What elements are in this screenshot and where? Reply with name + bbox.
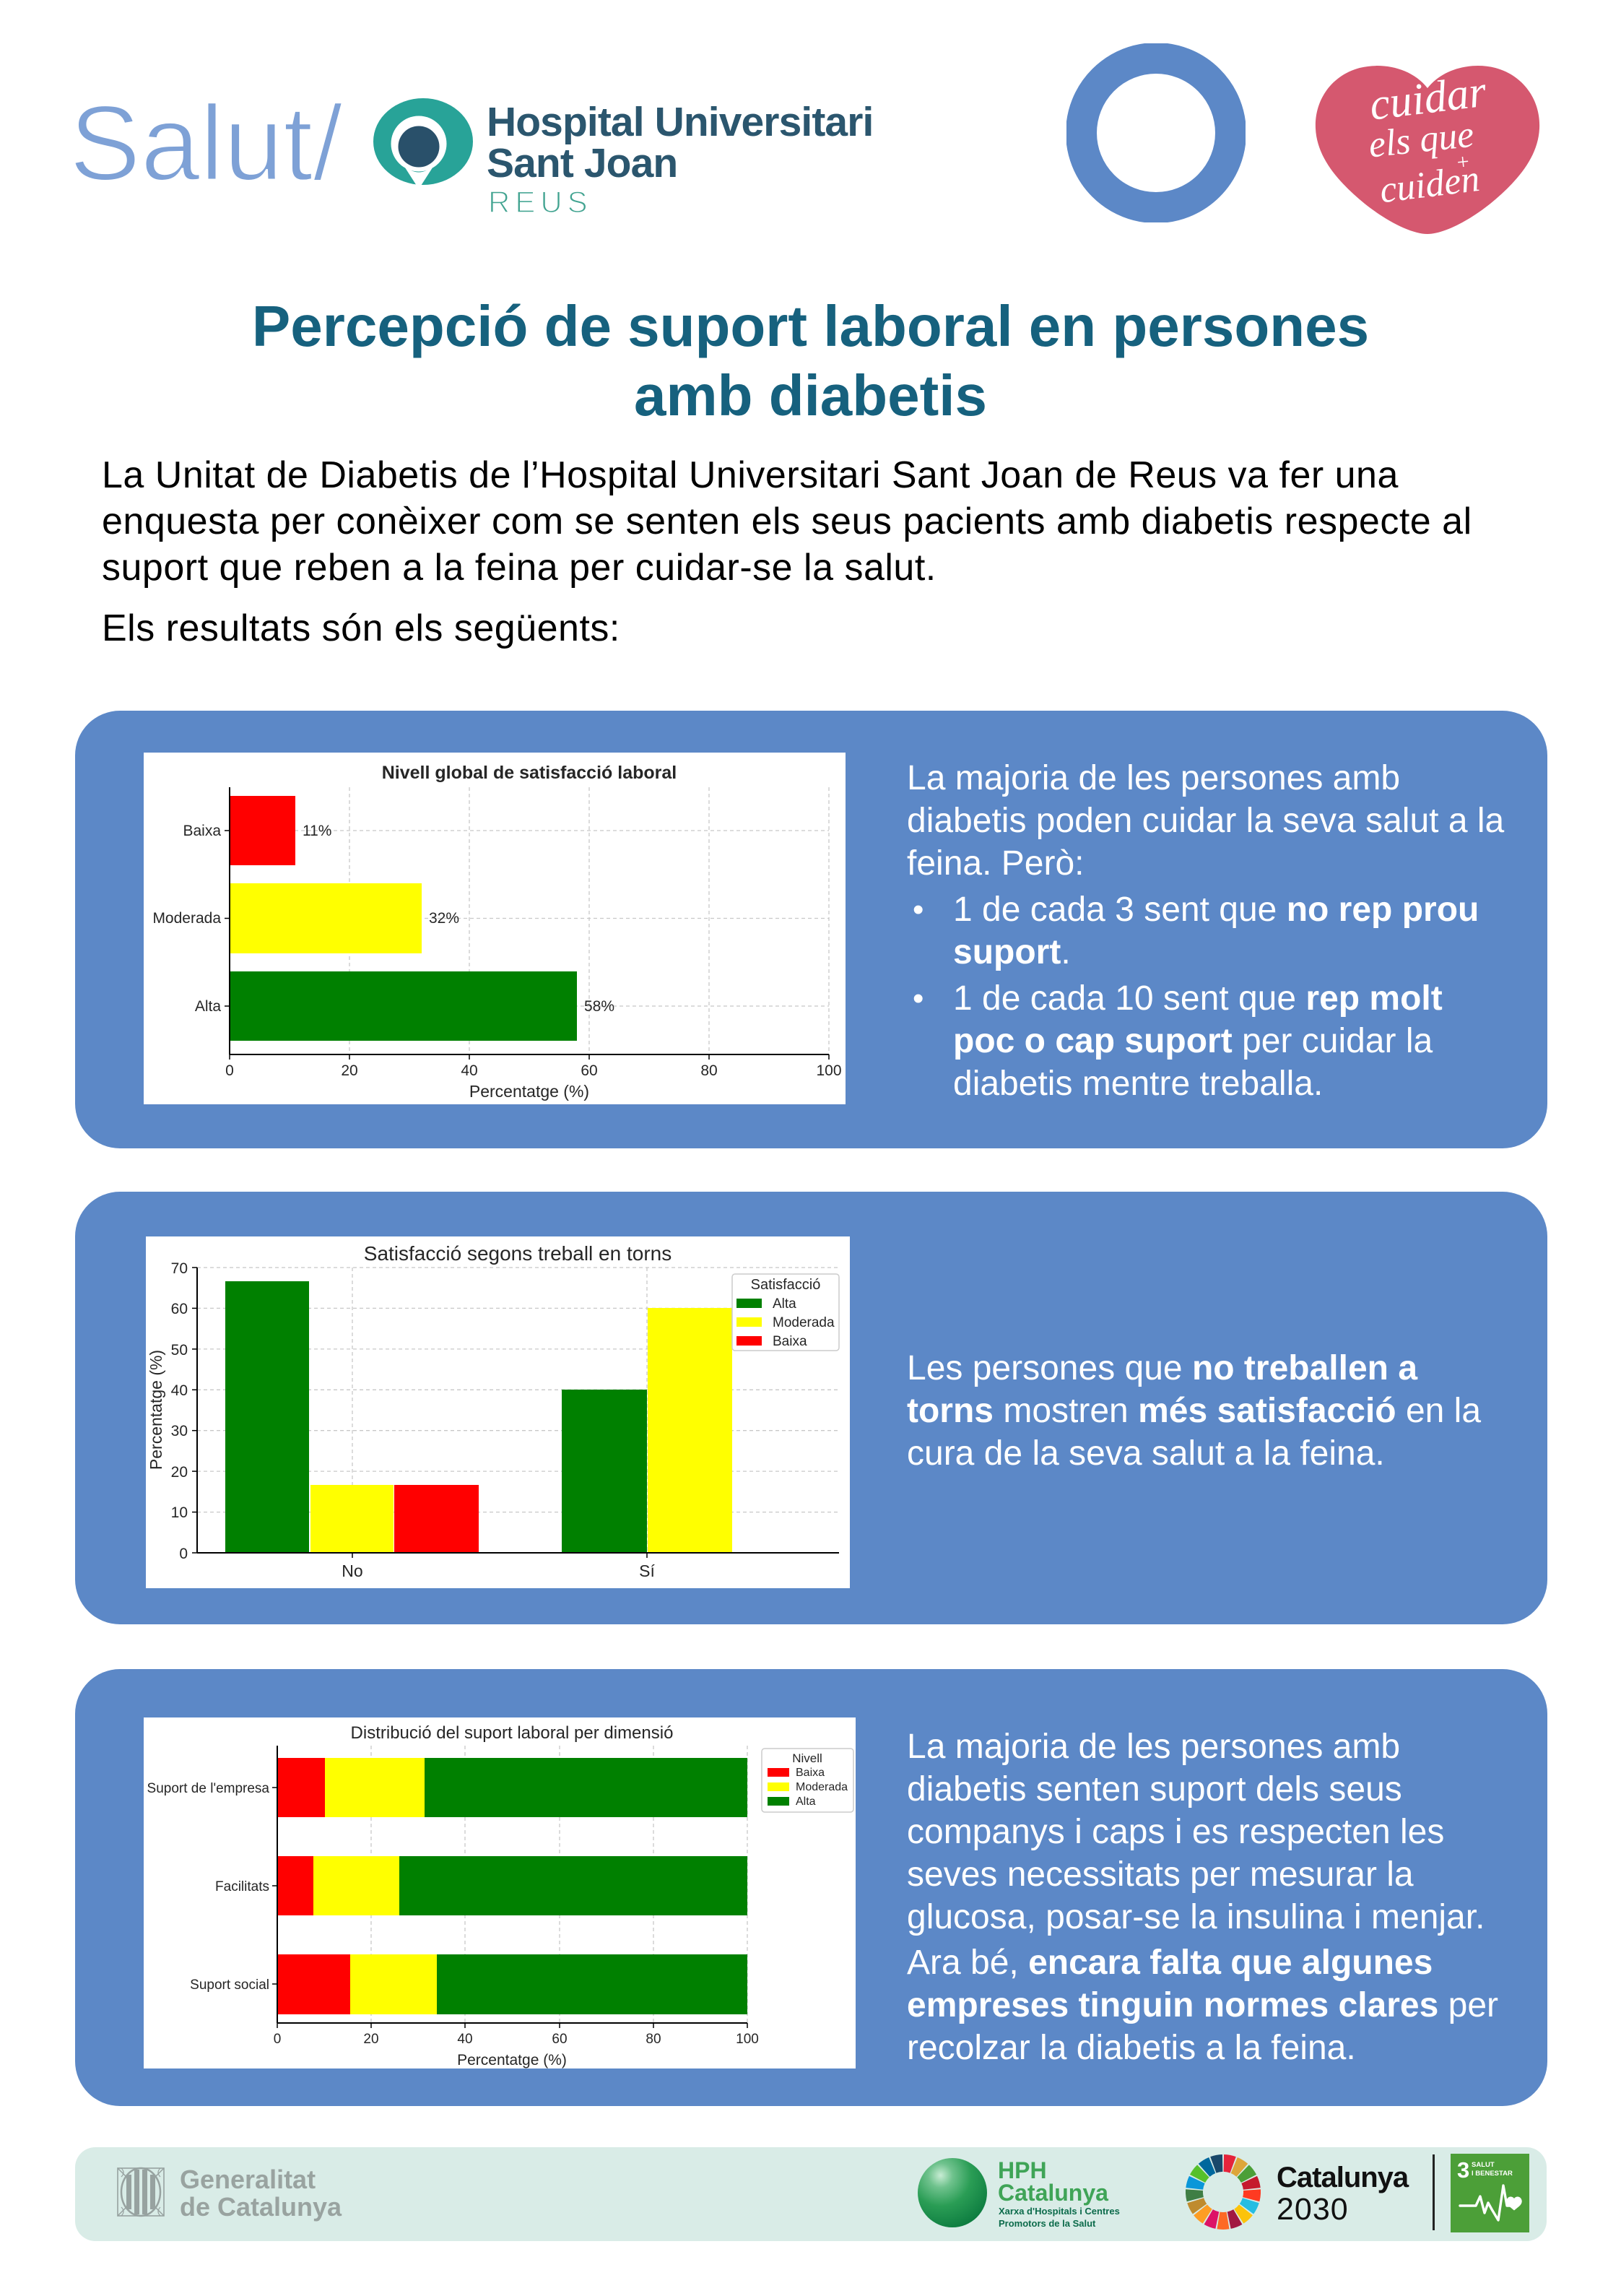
svg-text:Alta: Alta bbox=[773, 1296, 796, 1312]
svg-text:20: 20 bbox=[363, 2032, 378, 2047]
svg-text:SALUT: SALUT bbox=[1472, 2161, 1495, 2169]
svg-text:0: 0 bbox=[274, 2032, 282, 2047]
svg-text:32%: 32% bbox=[429, 910, 459, 927]
svg-text:80: 80 bbox=[646, 2032, 661, 2047]
svg-text:10: 10 bbox=[171, 1504, 188, 1521]
svg-text:Percentatge (%): Percentatge (%) bbox=[469, 1082, 589, 1101]
svg-text:60: 60 bbox=[552, 2032, 567, 2047]
svg-text:58%: 58% bbox=[584, 998, 614, 1015]
svg-text:Alta: Alta bbox=[195, 998, 222, 1015]
svg-text:Satisfacció segons treball en: Satisfacció segons treball en torns bbox=[364, 1242, 672, 1265]
svg-text:Nivell: Nivell bbox=[792, 1751, 822, 1765]
svg-text:Moderada: Moderada bbox=[773, 1315, 835, 1330]
svg-text:40: 40 bbox=[461, 1062, 477, 1079]
svg-text:Suport de l'empresa: Suport de l'empresa bbox=[147, 1781, 270, 1796]
svg-text:100: 100 bbox=[736, 2032, 759, 2047]
svg-text:40: 40 bbox=[457, 2032, 472, 2047]
svg-text:Moderada: Moderada bbox=[796, 1781, 848, 1793]
svg-text:Facilitats: Facilitats bbox=[215, 1879, 269, 1894]
svg-text:80: 80 bbox=[700, 1062, 717, 1079]
svg-text:20: 20 bbox=[171, 1464, 188, 1481]
svg-text:0: 0 bbox=[225, 1062, 234, 1079]
svg-text:40: 40 bbox=[171, 1382, 188, 1399]
svg-text:Baixa: Baixa bbox=[796, 1767, 825, 1779]
svg-text:No: No bbox=[342, 1561, 362, 1580]
svg-text:I BENESTAR: I BENESTAR bbox=[1472, 2170, 1513, 2178]
svg-text:Sí: Sí bbox=[639, 1561, 655, 1580]
svg-text:30: 30 bbox=[171, 1423, 188, 1439]
svg-text:Moderada: Moderada bbox=[152, 910, 221, 927]
svg-text:Suport social: Suport social bbox=[190, 1977, 269, 1993]
svg-text:+: + bbox=[1454, 150, 1472, 175]
svg-text:Percentatge (%): Percentatge (%) bbox=[147, 1350, 165, 1470]
svg-text:20: 20 bbox=[341, 1062, 357, 1079]
svg-text:Baixa: Baixa bbox=[773, 1334, 807, 1349]
svg-text:Distribució del suport laboral: Distribució del suport laboral per dimen… bbox=[351, 1723, 674, 1743]
svg-text:Baixa: Baixa bbox=[183, 823, 221, 839]
svg-text:3: 3 bbox=[1457, 2157, 1469, 2183]
svg-text:70: 70 bbox=[171, 1260, 188, 1277]
svg-text:100: 100 bbox=[816, 1062, 841, 1079]
svg-text:60: 60 bbox=[581, 1062, 597, 1079]
svg-text:Alta: Alta bbox=[796, 1795, 816, 1808]
svg-text:Percentatge (%): Percentatge (%) bbox=[457, 2052, 567, 2068]
svg-text:0: 0 bbox=[179, 1546, 188, 1562]
svg-text:50: 50 bbox=[171, 1342, 188, 1359]
svg-text:Satisfacció: Satisfacció bbox=[751, 1277, 821, 1293]
svg-text:60: 60 bbox=[171, 1301, 188, 1317]
svg-text:Nivell global de satisfacció l: Nivell global de satisfacció laboral bbox=[382, 763, 677, 783]
svg-text:11%: 11% bbox=[303, 823, 331, 839]
